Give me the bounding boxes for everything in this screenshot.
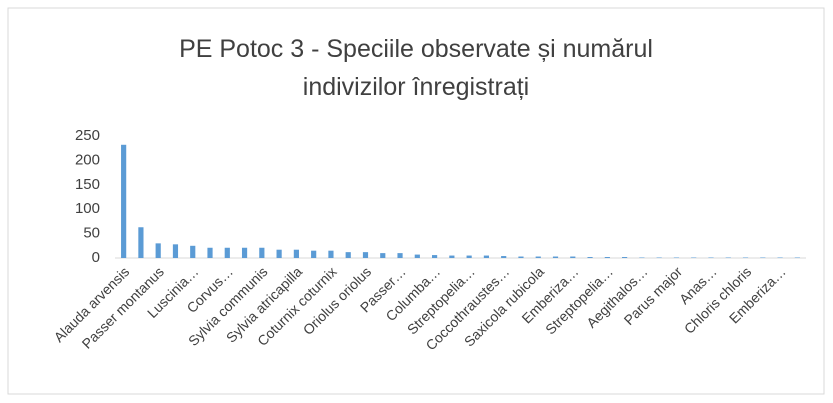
bar [207,247,213,258]
bar [224,247,230,258]
bar [276,249,282,258]
y-tick-label: 250 [75,127,100,144]
bar [121,144,127,258]
y-tick-label: 0 [92,249,100,266]
bar [604,257,610,258]
bar [587,257,593,258]
bar [311,250,317,258]
bar [259,247,265,258]
y-tick-label: 150 [75,176,100,193]
bar [552,256,559,258]
chart-title: PE Potoc 3 - Speciile observate și număr… [179,35,653,101]
bar [380,253,386,258]
bar [414,254,420,258]
bar [449,255,455,258]
y-tick-label: 50 [83,225,100,242]
bar [397,253,403,258]
bar [570,256,576,258]
bar [328,250,334,258]
bar [483,255,490,258]
bar [293,249,299,258]
bar [518,256,524,258]
bar [155,243,161,258]
bar [501,256,507,258]
bar [362,252,369,258]
bar [622,257,628,258]
bar [241,247,248,258]
bar [535,256,541,258]
y-tick-label: 200 [75,151,100,168]
bar [138,227,144,258]
bar [345,252,351,258]
bar [172,244,179,258]
bar [466,255,472,258]
chart-border [7,7,825,395]
y-tick-label: 100 [75,200,100,217]
bar [431,255,438,258]
bar [190,245,196,258]
